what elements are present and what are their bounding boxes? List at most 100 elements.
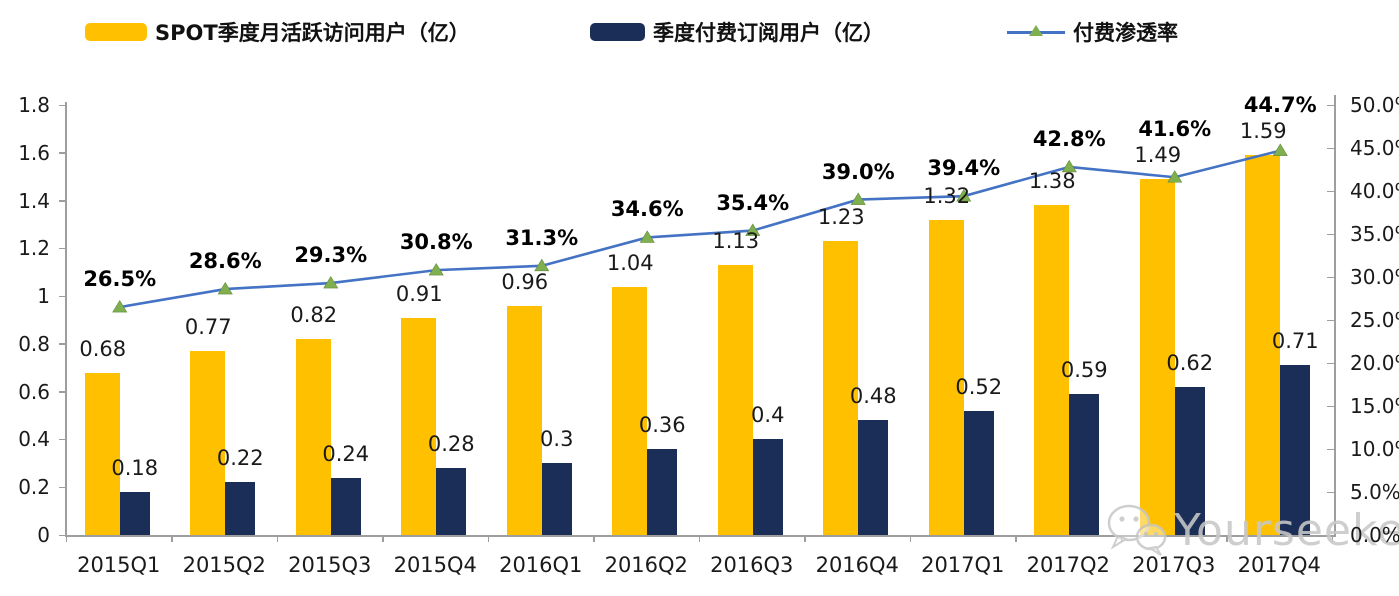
mau-bar xyxy=(823,241,859,535)
x-axis-tick-label: 2016Q3 xyxy=(710,553,794,577)
right-axis-tick xyxy=(1327,491,1334,493)
subscribers-bar xyxy=(1174,386,1205,535)
x-axis-tick xyxy=(1015,536,1017,542)
left-axis-tick xyxy=(59,438,65,441)
mau-value-label: 1.59 xyxy=(1239,119,1287,144)
right-axis-tick xyxy=(1327,233,1334,235)
subscribers-legend-swatch xyxy=(590,23,645,41)
subscribers-bar xyxy=(1069,394,1100,535)
penetration-value-label: 35.4% xyxy=(716,190,790,215)
mau-value-label: 1.13 xyxy=(712,229,760,254)
x-axis-tick xyxy=(382,536,384,542)
penetration-value-label: 39.4% xyxy=(927,156,1001,181)
y-axis-tick-label: 1 xyxy=(37,284,50,309)
subscribers-value-label: 0.48 xyxy=(849,384,897,409)
subscribers-value-label: 0.59 xyxy=(1060,358,1108,383)
subscribers-value-label: 0.71 xyxy=(1271,329,1319,354)
penetration-point xyxy=(956,189,972,202)
x-axis-tick xyxy=(698,536,700,542)
right-axis-tick-label: 35.0% xyxy=(1350,222,1399,246)
penetration-legend-label: 付费渗透率 xyxy=(1073,21,1178,45)
right-axis-tick-label: 20.0% xyxy=(1350,351,1399,375)
penetration-value-label: 41.6% xyxy=(1138,117,1212,142)
subscribers-bar xyxy=(119,492,150,535)
subscribers-bar xyxy=(330,477,361,535)
penetration-value-label: 34.6% xyxy=(610,197,684,222)
left-axis-tick xyxy=(59,295,65,298)
subscribers-bar xyxy=(225,482,256,535)
legend-item-subscribers: 季度付费订阅用户（亿） xyxy=(590,16,884,48)
subscribers-bar xyxy=(541,463,572,535)
x-axis-tick-label: 2015Q4 xyxy=(393,553,477,577)
x-axis-tick-label: 2017Q2 xyxy=(1026,553,1110,577)
watermark: Yourseeker xyxy=(1106,502,1399,558)
triangle-marker-icon xyxy=(1029,25,1043,36)
y-axis-tick-label: 1.4 xyxy=(18,188,50,213)
right-axis-tick xyxy=(1327,104,1334,106)
mau-value-label: 0.82 xyxy=(290,303,338,328)
penetration-value-label: 30.8% xyxy=(399,230,473,255)
subscribers-value-label: 0.24 xyxy=(322,441,370,466)
penetration-value-label: 42.8% xyxy=(1032,126,1106,151)
mau-bar xyxy=(928,219,964,535)
right-axis-tick xyxy=(1327,147,1334,149)
mau-value-label: 0.96 xyxy=(501,269,549,294)
x-axis-tick xyxy=(804,536,806,542)
y-axis-tick-label: 1.2 xyxy=(18,236,50,261)
mau-legend-label: SPOT季度月活跃访问用户（亿） xyxy=(155,21,470,45)
penetration-point xyxy=(1061,159,1077,173)
right-axis-tick-label: 15.0% xyxy=(1350,394,1399,418)
left-axis-tick xyxy=(59,104,65,106)
wechat-icon xyxy=(1107,504,1167,556)
right-axis-tick xyxy=(1327,362,1334,364)
mau-bar xyxy=(612,286,648,535)
subscribers-legend-label: 季度付费订阅用户（亿） xyxy=(653,21,884,45)
mau-value-label: 0.68 xyxy=(79,336,127,361)
penetration-point xyxy=(1167,170,1183,183)
left-y-axis-line xyxy=(65,102,67,536)
x-axis-tick-label: 2016Q2 xyxy=(604,553,688,577)
y-axis-tick-label: 0.4 xyxy=(18,427,50,452)
mau-bar xyxy=(1139,179,1175,535)
penetration-point xyxy=(850,192,866,205)
penetration-point xyxy=(745,223,761,236)
y-axis-tick-label: 0.2 xyxy=(18,475,50,500)
right-axis-tick-label: 0.0% xyxy=(1350,523,1399,547)
mau-bar xyxy=(1245,155,1281,535)
penetration-point xyxy=(428,263,444,276)
y-axis-tick-label: 1.6 xyxy=(18,140,50,165)
subscribers-bar xyxy=(858,420,889,535)
x-axis-tick xyxy=(487,536,489,542)
x-axis-tick xyxy=(909,536,911,542)
right-axis-tick xyxy=(1327,448,1334,450)
penetration-point xyxy=(1272,143,1288,156)
mau-bar xyxy=(190,351,226,535)
mau-value-label: 1.49 xyxy=(1134,143,1182,168)
left-axis-tick xyxy=(59,486,65,489)
mau-bar xyxy=(717,265,753,535)
subscribers-value-label: 0.22 xyxy=(216,446,264,471)
subscribers-value-label: 0.36 xyxy=(638,413,686,437)
penetration-point xyxy=(112,300,128,313)
right-axis-tick-label: 45.0% xyxy=(1350,136,1399,160)
mau-bar xyxy=(84,372,120,535)
right-axis-tick xyxy=(1327,190,1334,192)
subscribers-value-label: 0.3 xyxy=(540,427,574,452)
x-axis-tick-label: 2016Q4 xyxy=(815,553,899,577)
subscribers-bar xyxy=(1280,365,1311,535)
right-axis-tick xyxy=(1327,534,1334,536)
penetration-value-label: 44.7% xyxy=(1243,93,1317,118)
right-axis-tick-label: 50.0% xyxy=(1350,93,1399,117)
mau-value-label: 0.91 xyxy=(395,281,443,306)
mau-bar xyxy=(506,305,542,535)
mau-bar xyxy=(295,339,331,535)
penetration-value-label: 26.5% xyxy=(83,267,157,292)
subscribers-value-label: 0.52 xyxy=(955,374,1003,399)
right-axis-tick-label: 40.0% xyxy=(1350,179,1399,203)
left-axis-tick xyxy=(59,534,65,536)
subscribers-bar xyxy=(647,449,678,535)
x-axis-tick-label: 2017Q3 xyxy=(1132,553,1216,577)
penetration-point xyxy=(639,230,655,243)
